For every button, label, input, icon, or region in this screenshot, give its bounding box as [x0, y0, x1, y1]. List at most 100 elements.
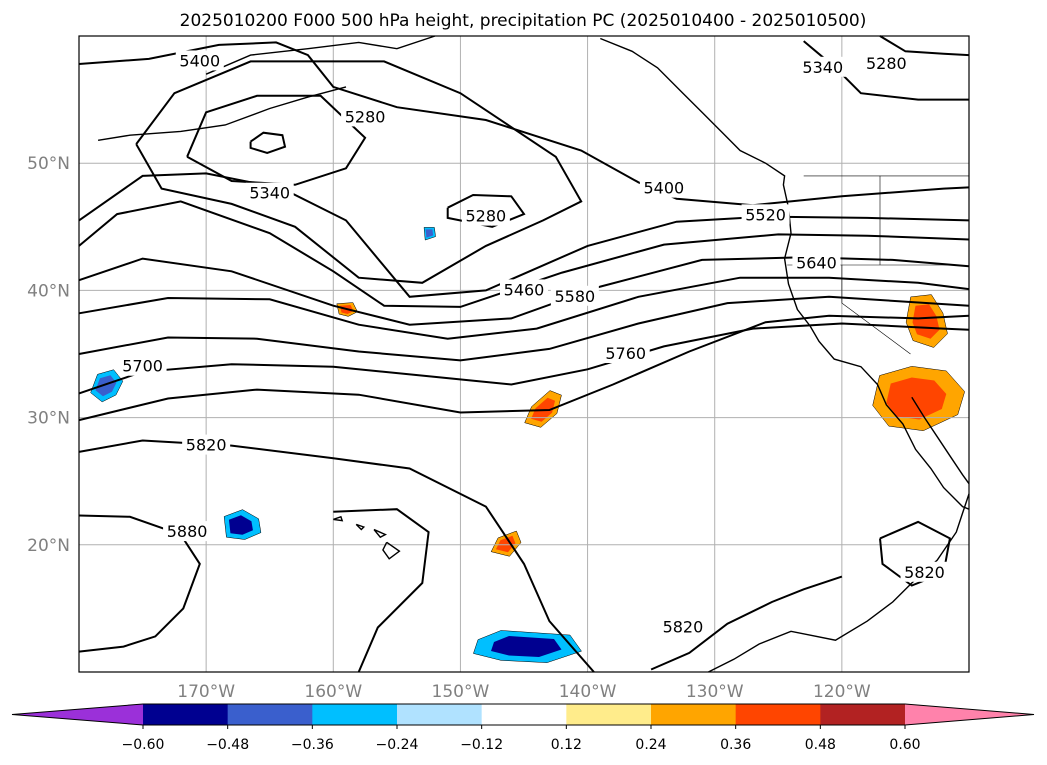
- contour-label-bg: [550, 285, 599, 306]
- map-plot-area: 5400 5280 5340 5280 5400 5520 5460 5580 5640 5700…: [78, 35, 970, 673]
- precip-core: [491, 636, 562, 658]
- contour-label-bg: [601, 343, 650, 363]
- colorbar-segment: [312, 704, 398, 725]
- colorbar-tick-label: −0.60: [122, 737, 165, 753]
- colorbar-tick-label: −0.36: [291, 737, 334, 753]
- lon-tick-label: 120°W: [813, 682, 871, 702]
- contour-label-bg: [658, 616, 707, 637]
- contour-label-bg: [639, 177, 688, 198]
- contour-label: 5880: [167, 522, 208, 541]
- contour-label: 5820: [663, 617, 704, 636]
- height-contour-line: [78, 314, 970, 422]
- height-contour-line: [78, 276, 970, 340]
- colorbar-segment: [651, 704, 737, 725]
- contour-label: 5400: [643, 179, 684, 198]
- height-contour-line: [78, 322, 970, 395]
- contour-label-bg: [245, 182, 294, 203]
- lat-tick-label: 30°N: [27, 409, 70, 429]
- coastline: [205, 35, 436, 75]
- colorbar-segment: [820, 704, 906, 725]
- contour-label: 5760: [605, 344, 646, 363]
- colorbar-extend-max: [905, 704, 1034, 725]
- lat-tick-label: 40°N: [27, 281, 70, 301]
- height-contour-line: [446, 193, 526, 228]
- coastline: [911, 396, 970, 485]
- border-line: [841, 265, 911, 355]
- contour-label-bg: [461, 205, 510, 226]
- colorbar: −0.60 −0.48 −0.36 −0.24 −0.12 0.12 0.24 0.36 0.4…: [11, 703, 1035, 753]
- colorbar-tick-label: −0.48: [206, 737, 249, 753]
- contour-label: 5280: [465, 207, 506, 226]
- precip-core: [425, 229, 434, 238]
- coastline: [355, 523, 366, 531]
- height-contour-line: [135, 60, 583, 284]
- precip-core: [886, 377, 947, 420]
- height-contour-line: [78, 295, 970, 362]
- height-contour-line: [78, 514, 201, 653]
- coastline: [97, 86, 347, 141]
- contour-label: 5580: [554, 287, 595, 306]
- contour-label-bg: [182, 434, 231, 455]
- precip-core: [95, 375, 117, 397]
- contour-label-bg: [900, 561, 949, 582]
- lon-tick-label: 170°W: [177, 682, 235, 702]
- gridlines: [79, 36, 969, 672]
- colorbar-segment: [566, 704, 652, 725]
- colorbar-segment: [735, 704, 821, 725]
- contour-label: 5280: [345, 107, 386, 126]
- coastline: [600, 37, 970, 510]
- precip-core: [228, 515, 253, 535]
- contour-label: 5820: [186, 436, 227, 455]
- contour-label-bg: [741, 204, 790, 225]
- height-contour-line: [78, 439, 595, 673]
- lon-tick-label: 140°W: [559, 682, 617, 702]
- lat-tick-label: 20°N: [27, 536, 70, 556]
- contour-label: 5340: [802, 58, 843, 77]
- colorbar-tick-label: 0.36: [720, 737, 751, 753]
- height-contour-line: [78, 41, 970, 207]
- contour-label-bg: [341, 106, 390, 127]
- colorbar-segment: [481, 704, 567, 725]
- height-contour-line: [879, 35, 970, 57]
- lat-tick-label: 50°N: [27, 154, 70, 174]
- coastline: [382, 541, 401, 560]
- precip-core: [495, 535, 516, 553]
- colorbar-extend-min: [12, 704, 143, 725]
- lon-tick-label: 130°W: [686, 682, 744, 702]
- contour-label: 5280: [866, 54, 907, 73]
- coastline: [373, 528, 388, 539]
- contour-label: 5460: [504, 280, 545, 299]
- height-contour-line: [650, 575, 843, 671]
- precip-core: [912, 304, 940, 339]
- lon-tick-label: 160°W: [304, 682, 362, 702]
- contour-label: 5700: [122, 357, 163, 376]
- axis-ticks: 170°W 160°W 150°W 140°W 130°W 120°W 20°N 30°N 40…: [27, 154, 871, 702]
- contour-label: 5340: [249, 184, 290, 203]
- coastlines: [97, 35, 970, 673]
- contour-label-bg: [163, 521, 212, 542]
- contour-label-bg: [862, 52, 911, 73]
- colorbar-tick-label: 0.60: [889, 737, 920, 753]
- contour-label-bg: [798, 56, 847, 77]
- contour-labels: 5400 5280 5340 5280 5400 5520 5460 5580 5640 5700…: [118, 50, 949, 637]
- colorbar-tick-label: 0.12: [551, 737, 582, 753]
- chart-title: 2025010200 F000 500 hPa height, precipit…: [180, 11, 867, 31]
- contour-label: 5640: [796, 254, 837, 273]
- height-contour-line: [333, 508, 430, 673]
- colorbar-tick-label: 0.24: [635, 737, 666, 753]
- contour-label-bg: [500, 279, 548, 300]
- height-contour-line: [249, 131, 287, 155]
- colorbar-segment: [227, 704, 313, 725]
- colorbar-tick-label: −0.12: [460, 737, 503, 753]
- contour-label: 5820: [904, 563, 945, 582]
- contour-label-bg: [118, 355, 167, 376]
- contour-label: 5520: [745, 205, 786, 224]
- coastline: [333, 515, 344, 522]
- colorbar-segment: [397, 704, 483, 725]
- height-contour-line: [78, 200, 970, 308]
- colorbar-tick-label: −0.24: [376, 737, 419, 753]
- coastline: [708, 493, 970, 673]
- contour-label-bg: [175, 50, 224, 71]
- colorbar-segment: [143, 704, 229, 725]
